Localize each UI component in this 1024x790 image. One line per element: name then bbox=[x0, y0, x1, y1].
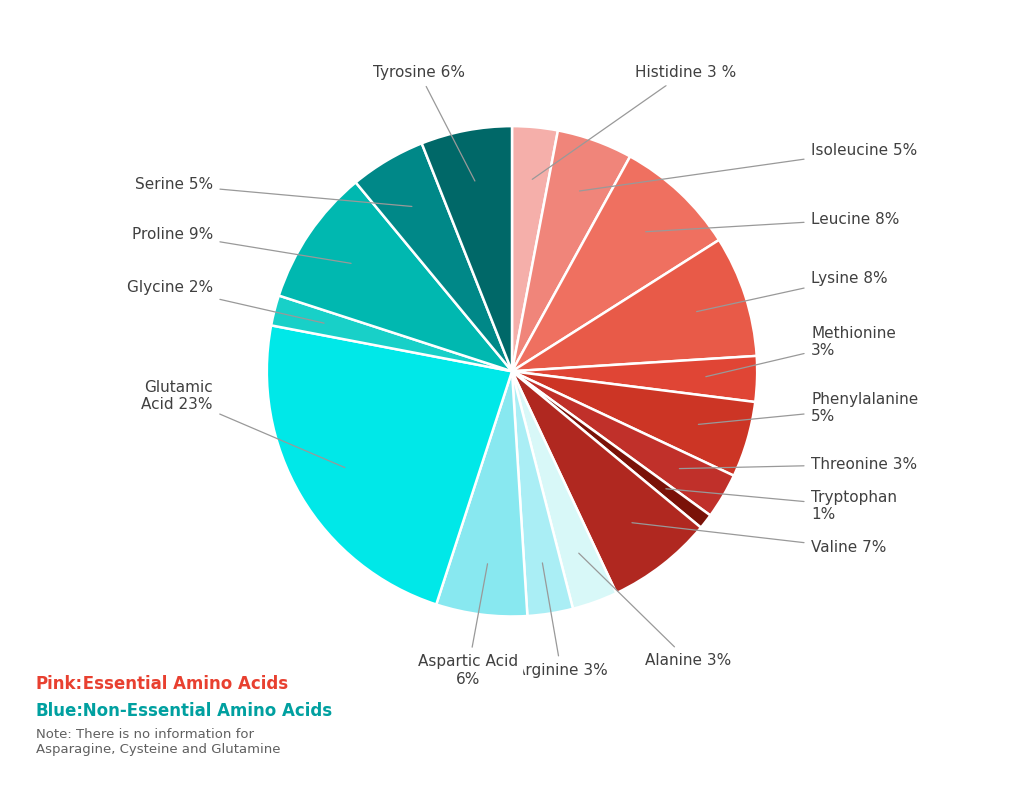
Wedge shape bbox=[271, 295, 512, 371]
Text: Histidine 3 %: Histidine 3 % bbox=[532, 65, 736, 179]
Wedge shape bbox=[512, 356, 757, 402]
Text: Glutamic
Acid 23%: Glutamic Acid 23% bbox=[141, 380, 345, 468]
Text: Leucine 8%: Leucine 8% bbox=[646, 212, 899, 231]
Wedge shape bbox=[512, 371, 756, 476]
Text: Aspartic Acid
6%: Aspartic Acid 6% bbox=[418, 564, 518, 687]
Text: Methionine
3%: Methionine 3% bbox=[706, 325, 896, 377]
Wedge shape bbox=[436, 371, 527, 616]
Text: Glycine 2%: Glycine 2% bbox=[127, 280, 324, 323]
Wedge shape bbox=[512, 371, 711, 528]
Wedge shape bbox=[267, 325, 512, 604]
Text: Isoleucine 5%: Isoleucine 5% bbox=[580, 143, 918, 191]
Text: Tyrosine 6%: Tyrosine 6% bbox=[373, 65, 475, 181]
Text: Phenylalanine
5%: Phenylalanine 5% bbox=[698, 392, 919, 424]
Text: Valine 7%: Valine 7% bbox=[632, 523, 887, 555]
Wedge shape bbox=[512, 126, 558, 371]
Text: Lysine 8%: Lysine 8% bbox=[696, 271, 888, 311]
Text: Tryptophan
1%: Tryptophan 1% bbox=[666, 489, 897, 522]
Wedge shape bbox=[512, 371, 700, 593]
Wedge shape bbox=[422, 126, 512, 371]
Wedge shape bbox=[512, 130, 630, 371]
Text: Proline 9%: Proline 9% bbox=[132, 227, 351, 263]
Wedge shape bbox=[355, 143, 512, 371]
Text: Blue:: Blue: bbox=[36, 702, 84, 720]
Wedge shape bbox=[512, 371, 616, 609]
Wedge shape bbox=[512, 156, 719, 371]
Text: Note: There is no information for
Asparagine, Cysteine and Glutamine: Note: There is no information for Aspara… bbox=[36, 728, 281, 755]
Text: Pink:: Pink: bbox=[36, 675, 83, 694]
Wedge shape bbox=[512, 371, 734, 515]
Wedge shape bbox=[512, 240, 757, 371]
Text: Serine 5%: Serine 5% bbox=[135, 178, 412, 206]
Text: Arginine 3%: Arginine 3% bbox=[515, 563, 607, 678]
Text: Threonine 3%: Threonine 3% bbox=[679, 457, 918, 472]
Text: Alanine 3%: Alanine 3% bbox=[579, 553, 732, 668]
Text: Essential Amino Acids: Essential Amino Acids bbox=[77, 675, 288, 694]
Text: Non-Essential Amino Acids: Non-Essential Amino Acids bbox=[77, 702, 332, 720]
Wedge shape bbox=[512, 371, 573, 616]
Wedge shape bbox=[279, 182, 512, 371]
